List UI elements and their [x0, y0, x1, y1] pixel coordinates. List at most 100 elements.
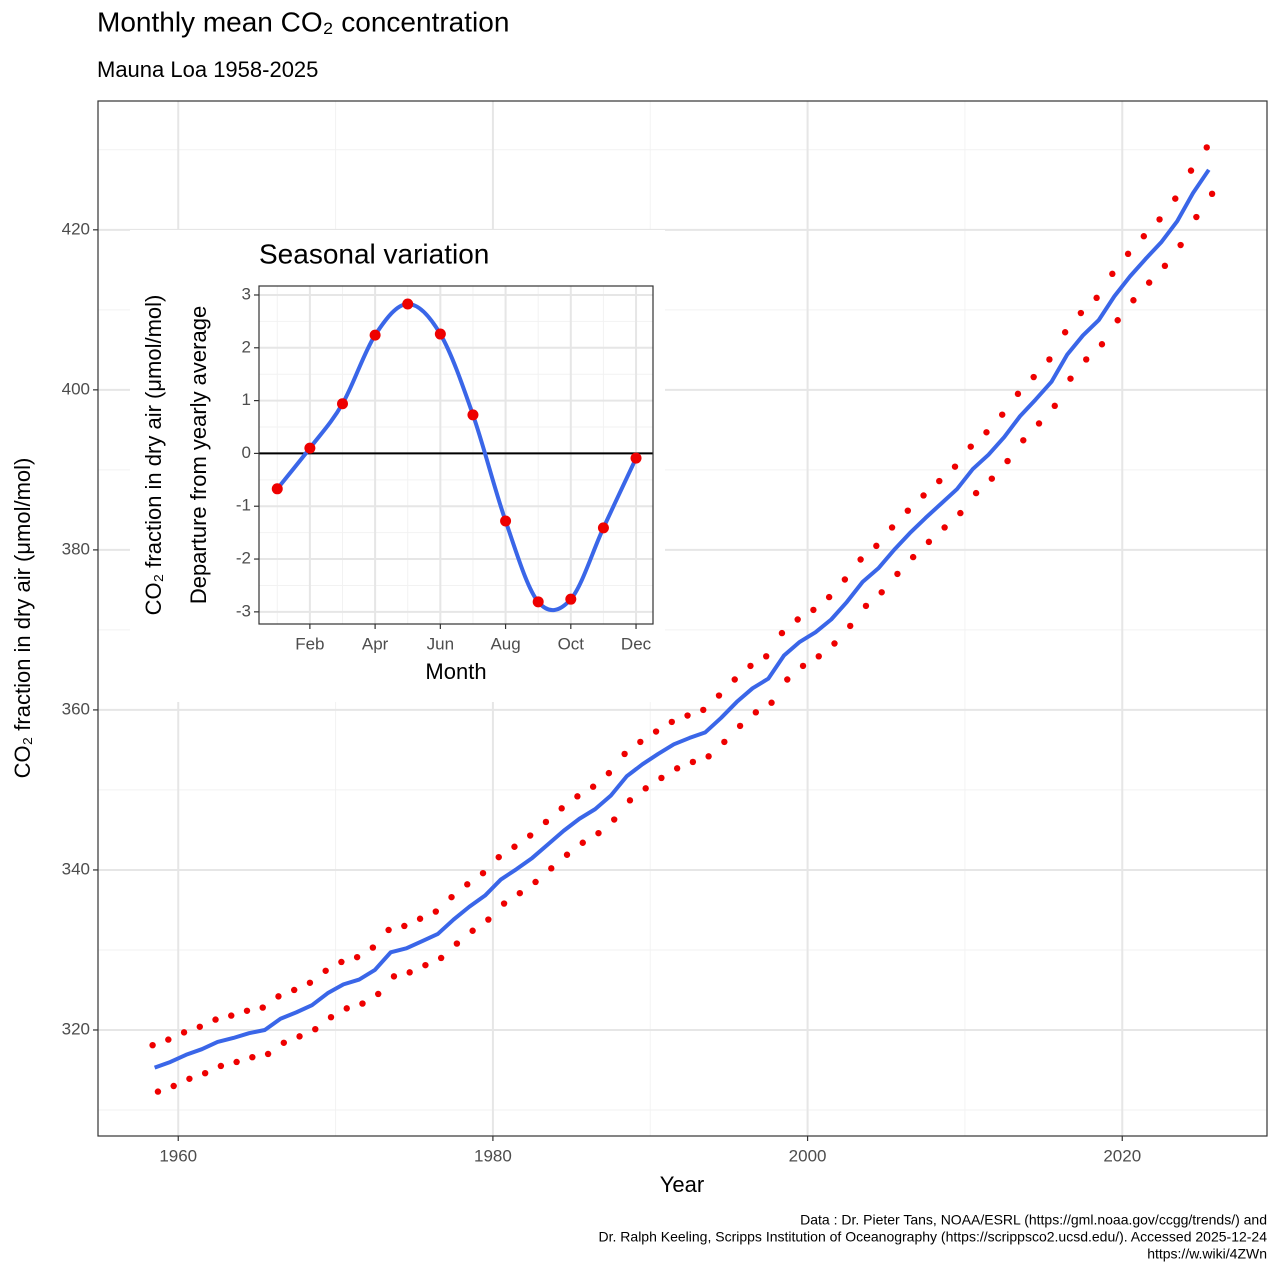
y-tick-label: 3 [242, 284, 251, 303]
chart-title: Monthly mean CO₂ concentration [97, 6, 509, 37]
data-point [784, 676, 791, 683]
data-point [736, 722, 744, 730]
data-point [621, 750, 628, 758]
data-point [763, 653, 770, 660]
data-point [165, 1036, 172, 1043]
data-point [700, 706, 707, 714]
data-point [595, 829, 602, 837]
data-point [1093, 294, 1100, 302]
data-point [406, 969, 413, 976]
data-point [799, 662, 807, 670]
data-point [684, 712, 691, 719]
data-point [1145, 279, 1153, 286]
data-point [249, 1053, 256, 1061]
data-point [904, 507, 912, 514]
data-point [873, 542, 880, 550]
x-axis-label: Year [660, 1172, 704, 1197]
inset-x-label: Month [425, 659, 486, 684]
data-point [1030, 373, 1037, 381]
data-point [217, 1062, 225, 1070]
data-point [401, 922, 408, 930]
data-point [1077, 309, 1085, 317]
data-point [847, 622, 854, 630]
data-point [402, 298, 414, 310]
data-point [825, 593, 833, 601]
caption: Dr. Ralph Keeling, Scripps Institution o… [599, 1229, 1268, 1245]
y-tick-label: 400 [62, 379, 90, 398]
data-point [721, 738, 728, 746]
data-point [605, 769, 613, 777]
data-point [1124, 250, 1132, 258]
data-point [589, 783, 597, 790]
data-point [1203, 144, 1210, 151]
panel-border [97, 100, 1268, 1137]
data-point [652, 728, 660, 735]
data-point [579, 839, 586, 846]
data-point [271, 483, 283, 495]
data-point [794, 616, 801, 623]
data-point [485, 916, 492, 923]
data-point [448, 893, 455, 901]
data-point [957, 509, 964, 517]
data-point [1083, 356, 1090, 363]
data-point [920, 492, 927, 499]
data-point [1098, 341, 1106, 348]
data-point [841, 576, 849, 583]
data-point [1208, 190, 1216, 198]
data-point [385, 926, 392, 934]
data-point [642, 785, 649, 792]
data-point [369, 944, 377, 951]
data-point [878, 589, 885, 596]
data-point [464, 881, 471, 888]
x-tick-label: Aug [490, 634, 520, 653]
data-point [715, 692, 723, 699]
data-point [626, 797, 634, 804]
data-point [170, 1082, 177, 1090]
data-point [983, 429, 990, 436]
data-point [967, 443, 974, 450]
x-tick-label: 2020 [1103, 1146, 1141, 1165]
data-point [689, 758, 697, 766]
x-tick-label: Jun [427, 634, 454, 653]
caption: https://w.wiki/4ZWn [1147, 1246, 1267, 1262]
data-point [673, 765, 681, 772]
data-point [768, 699, 775, 706]
y-tick-label: 2 [242, 337, 251, 356]
data-point [1140, 233, 1148, 240]
x-tick-label: Dec [621, 634, 652, 653]
y-tick-label: -2 [236, 549, 251, 568]
data-point [511, 843, 518, 850]
y-tick-label: 0 [242, 443, 251, 462]
data-point [1004, 457, 1011, 465]
data-point [888, 524, 896, 531]
data-point [1067, 375, 1074, 382]
x-tick-label: Oct [558, 634, 585, 653]
y-tick-label: 340 [62, 859, 90, 878]
data-point [304, 442, 316, 454]
y-tick-label: -1 [236, 496, 251, 515]
data-point [359, 1000, 366, 1007]
data-point [988, 475, 996, 482]
data-point [437, 954, 445, 962]
data-point [434, 328, 446, 340]
trend-line [153, 168, 1211, 1070]
data-point [815, 653, 822, 660]
data-point [810, 606, 817, 614]
data-point [322, 967, 329, 974]
data-point [259, 1004, 266, 1011]
data-point [1035, 420, 1043, 427]
data-point [453, 940, 461, 947]
data-point [336, 398, 348, 410]
data-point [275, 993, 282, 1000]
data-point [574, 793, 581, 800]
data-point [1193, 213, 1200, 221]
data-point [1020, 437, 1027, 444]
data-point [563, 851, 571, 858]
data-point [597, 522, 609, 534]
data-point [668, 718, 676, 726]
data-point [296, 1033, 303, 1040]
data-point [532, 878, 539, 886]
data-point [542, 818, 550, 826]
data-point [1161, 262, 1169, 270]
